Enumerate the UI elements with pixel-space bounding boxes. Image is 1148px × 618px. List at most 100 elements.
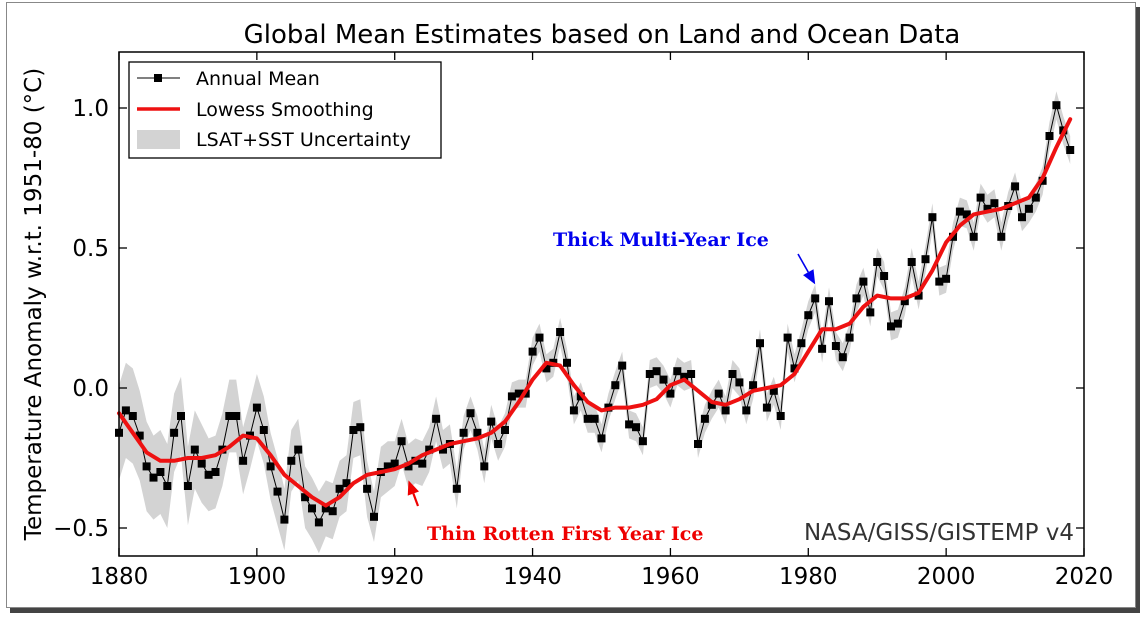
annual-mean-point xyxy=(383,462,392,471)
annual-mean-point xyxy=(328,507,337,516)
annual-mean-point xyxy=(487,417,496,426)
legend-label-lowess: Lowess Smoothing xyxy=(196,99,374,121)
annotation-thin-ice-arrowhead xyxy=(407,480,419,496)
annual-mean-point xyxy=(873,258,882,266)
annual-mean-point xyxy=(259,426,268,434)
annual-mean-point xyxy=(349,426,358,434)
annual-mean-point xyxy=(893,319,902,328)
lowess-line xyxy=(117,117,1073,508)
annual-mean-point xyxy=(583,414,592,423)
legend-entry-lowess: Lowess Smoothing xyxy=(137,99,374,121)
legend-marker-annual-mean xyxy=(154,74,162,82)
annual-mean-point xyxy=(452,484,461,493)
annual-mean-point xyxy=(418,459,427,468)
annual-mean-point xyxy=(252,403,261,412)
y-axis-label: Temperature Anomaly w.r.t. 1951-80 (°C) xyxy=(21,68,47,541)
annual-mean-point xyxy=(652,367,661,376)
annual-mean-point xyxy=(294,445,303,454)
axis-ticks: 1880 1900 1920 1940 1960 1980 2000 2020 −0.5 0.0 0… xyxy=(53,52,1113,590)
annual-mean-point xyxy=(700,414,709,423)
annual-mean-point xyxy=(1024,204,1033,213)
annual-mean-point xyxy=(611,381,620,390)
annual-mean-point xyxy=(1052,101,1061,110)
annual-mean-point xyxy=(825,297,833,306)
annual-mean-point xyxy=(149,473,158,482)
annual-mean-point xyxy=(859,277,868,286)
annual-mean-point xyxy=(907,258,916,266)
uncertainty-band xyxy=(119,91,1071,554)
source-credit: NASA/GISS/GISTEMP v4 xyxy=(804,520,1074,546)
annotation-thick-ice-arrowhead xyxy=(803,269,816,285)
annual-mean-point xyxy=(804,311,813,320)
annual-mean-point xyxy=(542,364,551,373)
annual-mean-point xyxy=(935,277,944,286)
annual-mean-point xyxy=(425,445,434,454)
annual-mean-point xyxy=(790,364,799,373)
annual-mean-point xyxy=(183,482,192,490)
annual-mean-point xyxy=(342,479,351,488)
annual-mean-point xyxy=(900,297,909,306)
annual-mean-point xyxy=(783,333,792,342)
annual-mean-point xyxy=(170,428,179,437)
annual-mean-point xyxy=(494,440,503,448)
annual-mean-point xyxy=(232,412,241,420)
annotation-thick-ice: Thick Multi-Year Ice xyxy=(553,229,816,285)
x-tick-label: 2000 xyxy=(917,564,976,590)
annual-mean-point xyxy=(769,386,778,395)
annual-mean-point xyxy=(728,370,737,378)
annual-mean-point xyxy=(535,333,544,342)
annual-mean-point xyxy=(480,462,489,471)
annual-mean-point xyxy=(142,462,151,471)
annual-mean-point xyxy=(756,339,764,348)
annual-mean-point xyxy=(831,342,840,350)
annual-mean-point xyxy=(156,468,165,476)
annual-mean-point xyxy=(749,381,758,390)
legend-swatch-uncertainty xyxy=(137,130,180,149)
annual-mean-point xyxy=(301,493,310,502)
annual-mean-point xyxy=(135,431,144,440)
annual-mean-point xyxy=(314,518,323,527)
y-tick-label: 1.0 xyxy=(72,96,109,122)
annual-mean-point xyxy=(921,255,930,264)
annual-mean-point xyxy=(514,389,523,398)
x-tick-label: 1900 xyxy=(228,564,287,590)
annual-mean-point xyxy=(363,484,372,493)
annual-mean-point xyxy=(955,207,964,216)
legend-entry-uncertainty: LSAT+SST Uncertainty xyxy=(137,129,411,151)
annual-mean-point xyxy=(273,487,282,496)
annual-mean-point xyxy=(638,437,647,446)
annual-mean-point xyxy=(1011,182,1020,191)
annual-mean-point xyxy=(673,367,682,376)
x-tick-label: 1980 xyxy=(779,564,838,590)
annual-mean-point xyxy=(811,294,820,303)
annual-mean-point xyxy=(121,406,130,415)
annual-mean-point xyxy=(321,504,330,513)
annual-mean-point xyxy=(528,347,537,356)
annual-mean-point xyxy=(997,232,1006,241)
annual-mean-point xyxy=(735,378,744,387)
annual-mean-point xyxy=(742,406,751,415)
annual-mean-point xyxy=(211,468,220,476)
annual-mean-point xyxy=(404,462,413,471)
annotation-thin-ice-text: Thin Rotten First Year Ice xyxy=(427,523,703,545)
annual-mean-point xyxy=(190,445,199,454)
annual-mean-point xyxy=(776,412,785,420)
annual-mean-point xyxy=(632,423,640,432)
annotation-thin-ice: Thin Rotten First Year Ice xyxy=(407,480,703,545)
annual-mean-point xyxy=(597,434,606,443)
x-tick-label: 1920 xyxy=(365,564,424,590)
annual-mean-point xyxy=(370,512,378,521)
annual-mean-point xyxy=(845,333,854,342)
legend: Annual Mean Lowess Smoothing LSAT+SST Un… xyxy=(128,61,442,159)
legend-label-uncertainty: LSAT+SST Uncertainty xyxy=(196,129,411,151)
annual-mean-point xyxy=(887,322,895,331)
annual-mean-point xyxy=(714,389,723,398)
annual-mean-point xyxy=(852,294,861,303)
annual-mean-point xyxy=(625,420,634,429)
chart-title: Global Mean Estimates based on Land and … xyxy=(244,20,961,50)
x-tick-label: 2020 xyxy=(1055,564,1114,590)
annual-mean-point xyxy=(838,353,847,362)
annual-mean-point xyxy=(618,361,627,370)
annual-mean-point xyxy=(928,213,937,222)
